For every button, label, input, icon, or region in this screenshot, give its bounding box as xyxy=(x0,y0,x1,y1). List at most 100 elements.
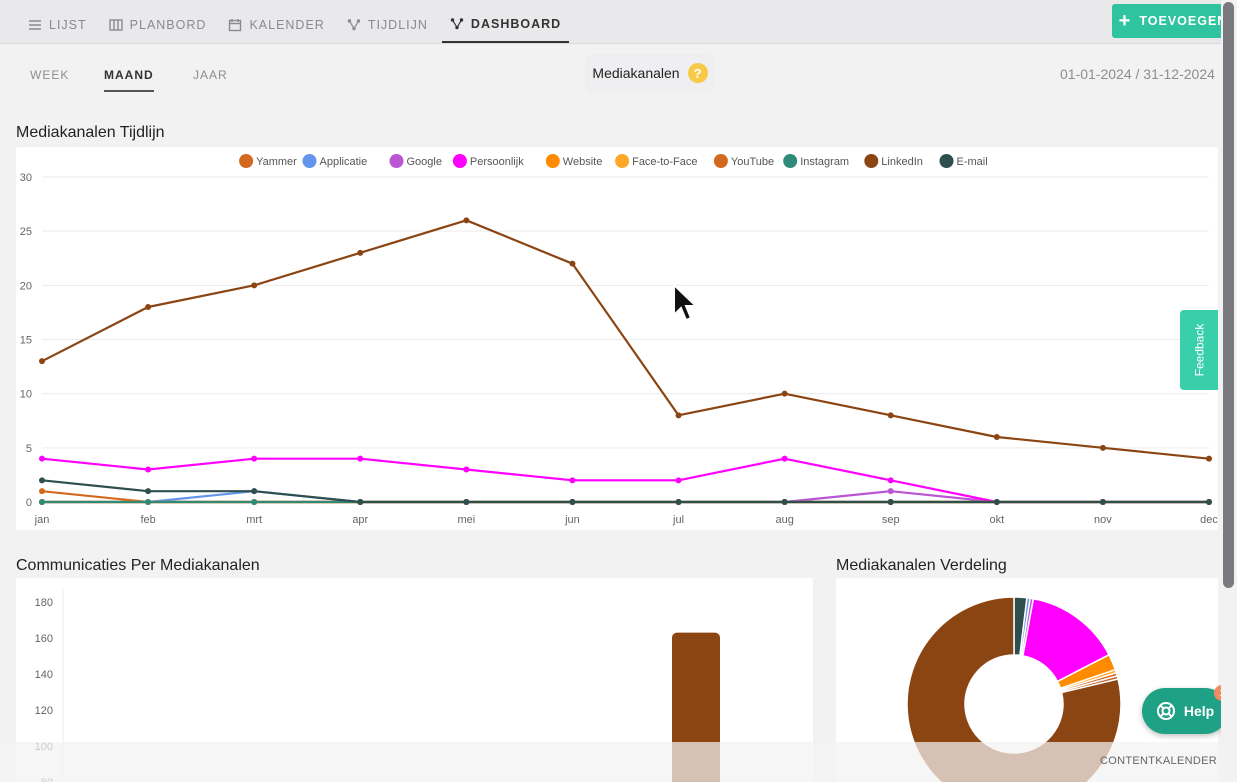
y-tick-label: 120 xyxy=(35,705,53,717)
data-point xyxy=(145,488,152,495)
legend-label: E-mail xyxy=(957,156,988,168)
channel-selector[interactable]: Mediakanalen ? xyxy=(585,54,715,92)
data-point xyxy=(675,499,682,505)
period-tab-week[interactable]: WEEK xyxy=(30,68,70,82)
y-tick-label: 180 xyxy=(35,597,53,609)
tab-planbord[interactable]: PLANBORD xyxy=(101,7,215,43)
y-tick-label: 25 xyxy=(20,226,32,238)
top-navigation: LIJST PLANBORD KALENDER TIJDLIJN DASHBOA… xyxy=(0,0,1221,44)
data-point xyxy=(993,434,1000,440)
scrollbar-thumb[interactable] xyxy=(1223,2,1234,588)
data-point xyxy=(675,412,682,419)
legend-item: Website xyxy=(545,154,602,168)
pie-chart-title: Mediakanalen Verdeling xyxy=(836,557,1007,574)
period-bar: WEEK MAAND JAAR Mediakanalen ? 01-01-202… xyxy=(0,44,1221,106)
tab-kalender-label: KALENDER xyxy=(249,18,325,32)
legend-label: Instagram xyxy=(800,156,849,168)
x-tick-label: apr xyxy=(352,514,368,526)
date-range[interactable]: 01-01-2024 / 31-12-2024 xyxy=(1060,66,1215,82)
timeline-icon xyxy=(347,19,361,31)
x-tick-label: jul xyxy=(672,514,684,526)
legend-swatch xyxy=(239,154,254,168)
x-tick-label: dec xyxy=(1200,514,1218,526)
bar-chart-title: Communicaties Per Mediakanalen xyxy=(16,557,260,574)
data-point xyxy=(569,477,576,484)
legend-swatch xyxy=(389,154,404,168)
series-line-applicatie xyxy=(42,490,1209,504)
data-point xyxy=(675,477,682,484)
series-line-e-mail xyxy=(41,479,1209,504)
legend-item: LinkedIn xyxy=(864,154,923,168)
data-point xyxy=(1099,444,1106,451)
data-point xyxy=(145,304,152,310)
data-point xyxy=(145,466,152,473)
data-point xyxy=(781,455,788,462)
x-tick-label: feb xyxy=(140,514,155,526)
timeline-card: 0 5 10 15 20 25 30 jan feb mrt apr mei jun jul aug sep o… xyxy=(16,147,1218,530)
y-tick-label: 30 xyxy=(20,172,32,184)
y-tick-label: 0 xyxy=(26,497,32,509)
legend-label: LinkedIn xyxy=(881,156,923,168)
tab-tijdlijn[interactable]: TIJDLIJN xyxy=(339,7,436,43)
legend-label: Persoonlijk xyxy=(470,156,524,168)
add-button-label: TOEVOEGEN xyxy=(1139,14,1228,28)
data-point xyxy=(993,499,1000,505)
data-point xyxy=(39,455,45,462)
data-point xyxy=(887,412,894,419)
legend-item: Yammer xyxy=(239,154,297,168)
y-tick-label: 10 xyxy=(20,389,32,401)
data-point xyxy=(39,488,45,495)
legend-swatch xyxy=(783,154,798,168)
legend-label: Google xyxy=(407,156,442,168)
x-tick-label: sep xyxy=(882,514,900,526)
legend-swatch xyxy=(302,154,317,168)
data-point xyxy=(145,499,152,505)
legend-label: Yammer xyxy=(256,156,297,168)
data-point xyxy=(781,390,788,397)
help-button[interactable]: Help xyxy=(1142,688,1228,734)
y-tick-label: 15 xyxy=(20,335,32,347)
legend-swatch xyxy=(615,154,630,168)
feedback-label: Feedback xyxy=(1192,323,1207,377)
legend-label: Applicatie xyxy=(320,156,368,168)
x-tick-label: jan xyxy=(34,514,50,526)
footer-label: CONTENTKALENDER xyxy=(1100,755,1217,767)
series-line-google xyxy=(42,490,1209,504)
x-tick-label: okt xyxy=(989,514,1004,526)
dashboard-icon xyxy=(450,18,464,30)
legend-item: Persoonlijk xyxy=(452,154,524,168)
calendar-icon xyxy=(229,19,242,32)
tab-planbord-label: PLANBORD xyxy=(129,18,207,32)
legend-item: Instagram xyxy=(783,154,849,168)
board-icon xyxy=(108,19,123,31)
feedback-tab[interactable]: Feedback xyxy=(1180,310,1218,390)
series-line-linkedin xyxy=(41,219,1210,460)
x-tick-label: mei xyxy=(457,514,475,526)
legend-swatch xyxy=(939,154,954,168)
data-point xyxy=(251,282,258,289)
y-tick-label: 5 xyxy=(26,443,32,455)
tab-dashboard[interactable]: DASHBOARD xyxy=(441,7,570,43)
legend-item: Applicatie xyxy=(302,154,368,168)
mouse-cursor-icon xyxy=(673,283,698,322)
add-button[interactable]: + TOEVOEGEN xyxy=(1112,4,1234,38)
bottom-fade xyxy=(0,742,1221,782)
data-point xyxy=(463,217,470,224)
legend-swatch xyxy=(864,154,879,168)
tab-kalender[interactable]: KALENDER xyxy=(220,7,332,43)
period-tab-maand[interactable]: MAAND xyxy=(104,68,154,92)
data-point xyxy=(887,477,894,484)
data-point xyxy=(251,455,258,462)
pie-card xyxy=(836,578,1218,782)
data-point xyxy=(887,488,894,495)
tab-tijdlijn-label: TIJDLIJN xyxy=(367,18,428,32)
tab-lijst[interactable]: LIJST xyxy=(20,7,95,43)
data-point xyxy=(357,499,364,505)
x-tick-label: nov xyxy=(1094,514,1112,526)
legend-item: E-mail xyxy=(939,154,988,168)
y-tick-label: 160 xyxy=(35,633,53,645)
period-tab-jaar[interactable]: JAAR xyxy=(193,68,228,82)
data-point xyxy=(251,499,258,505)
question-icon[interactable]: ? xyxy=(687,63,708,83)
data-point xyxy=(569,499,576,505)
